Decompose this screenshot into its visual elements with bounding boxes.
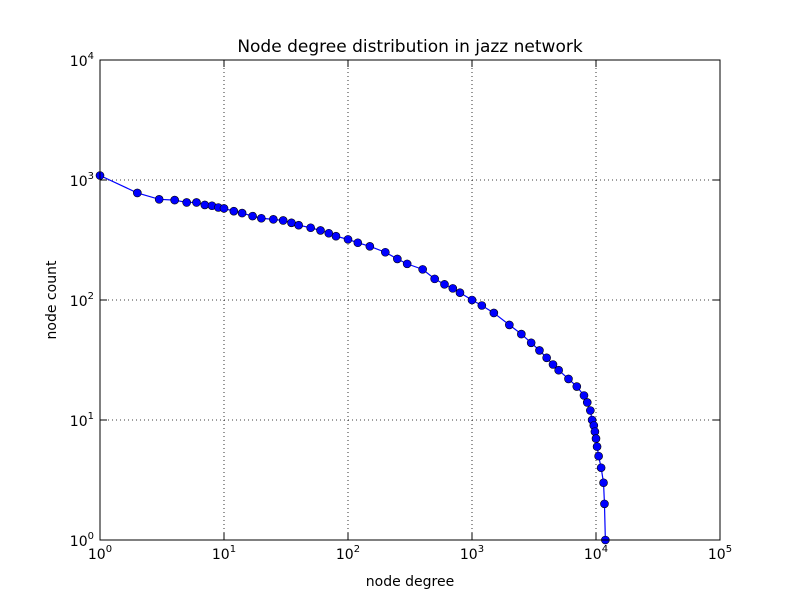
data-point — [278, 216, 288, 225]
data-point — [592, 442, 602, 451]
data-point — [287, 218, 296, 228]
data-point — [548, 360, 558, 369]
data-point — [477, 301, 487, 310]
data-point — [353, 238, 363, 248]
x-tick-exponent: 1 — [230, 544, 236, 555]
data-point — [182, 198, 191, 207]
y-tick-label: 104 — [70, 51, 94, 70]
data-point — [448, 284, 458, 293]
data-point — [402, 259, 412, 269]
data-point — [294, 220, 303, 230]
x-tick-label: 100 — [88, 544, 112, 563]
x-tick-exponent: 2 — [354, 544, 360, 555]
data-point — [170, 195, 179, 205]
data-point — [564, 374, 573, 384]
x-tick-base: 10 — [584, 547, 602, 563]
y-tick-exponent: 3 — [88, 171, 94, 182]
data-point — [572, 382, 582, 391]
data-point — [154, 195, 164, 204]
x-tick-exponent: 5 — [726, 544, 732, 555]
x-tick-base: 10 — [336, 547, 354, 563]
data-point — [505, 320, 514, 330]
x-tick-base: 10 — [212, 547, 230, 563]
data-point — [535, 346, 544, 355]
data-point — [331, 231, 341, 241]
y-tick-base: 10 — [70, 414, 88, 430]
data-point — [590, 427, 600, 436]
data-point — [596, 463, 606, 473]
x-tick-label: 104 — [584, 544, 608, 563]
y-tick-label: 103 — [70, 171, 94, 190]
y-tick-label: 102 — [70, 291, 94, 310]
chart-title: Node degree distribution in jazz network — [237, 37, 583, 57]
y-tick-base: 10 — [70, 534, 88, 550]
data-point — [542, 353, 551, 363]
data-point — [582, 398, 592, 407]
data-point — [257, 213, 266, 223]
x-tick-label: 101 — [212, 544, 236, 563]
y-tick-base: 10 — [70, 294, 88, 310]
data-point — [526, 338, 536, 348]
y-tick-exponent: 0 — [88, 531, 94, 542]
data-point — [343, 235, 353, 244]
x-tick-exponent: 0 — [106, 544, 112, 555]
y-tick-base: 10 — [70, 54, 88, 70]
data-point — [316, 226, 325, 235]
data-point — [594, 451, 603, 461]
data-point — [248, 211, 257, 221]
data-point — [219, 204, 229, 213]
data-point — [393, 254, 402, 264]
data-point — [381, 247, 390, 257]
x-tick-label: 103 — [460, 544, 484, 563]
data-point — [489, 308, 499, 318]
data-point — [467, 295, 477, 305]
data-point — [440, 280, 449, 289]
data-point — [430, 274, 439, 284]
data-point — [418, 265, 427, 274]
data-point — [133, 188, 142, 198]
data-point — [237, 208, 247, 218]
y-tick-label: 100 — [70, 531, 94, 550]
data-point — [517, 329, 526, 339]
x-tick-base: 10 — [460, 547, 478, 563]
data-point — [229, 206, 239, 216]
x-tick-label: 102 — [336, 544, 360, 563]
data-point — [324, 228, 334, 238]
y-tick-exponent: 4 — [88, 51, 94, 62]
data-point — [579, 391, 589, 400]
data-point — [200, 200, 210, 210]
x-tick-label: 105 — [708, 544, 732, 563]
y-tick-exponent: 1 — [88, 411, 94, 422]
data-point — [192, 198, 201, 207]
data-point — [455, 288, 465, 298]
data-point — [554, 365, 563, 375]
y-axis-label: node count — [44, 260, 60, 339]
data-point — [591, 434, 601, 443]
y-tick-label: 101 — [70, 411, 94, 430]
data-point — [269, 215, 278, 224]
data-point — [586, 406, 595, 415]
series-group — [95, 171, 610, 545]
series-line — [99, 174, 606, 541]
data-point — [365, 242, 375, 251]
x-tick-base: 10 — [708, 547, 726, 563]
x-tick-exponent: 3 — [478, 544, 484, 555]
x-axis-label: node degree — [366, 574, 454, 590]
data-point — [599, 478, 608, 488]
y-tick-base: 10 — [70, 174, 88, 190]
y-tick-exponent: 2 — [88, 291, 94, 302]
data-point — [306, 223, 315, 233]
x-tick-base: 10 — [88, 547, 106, 563]
data-point — [600, 499, 609, 509]
x-tick-exponent: 4 — [602, 544, 608, 555]
